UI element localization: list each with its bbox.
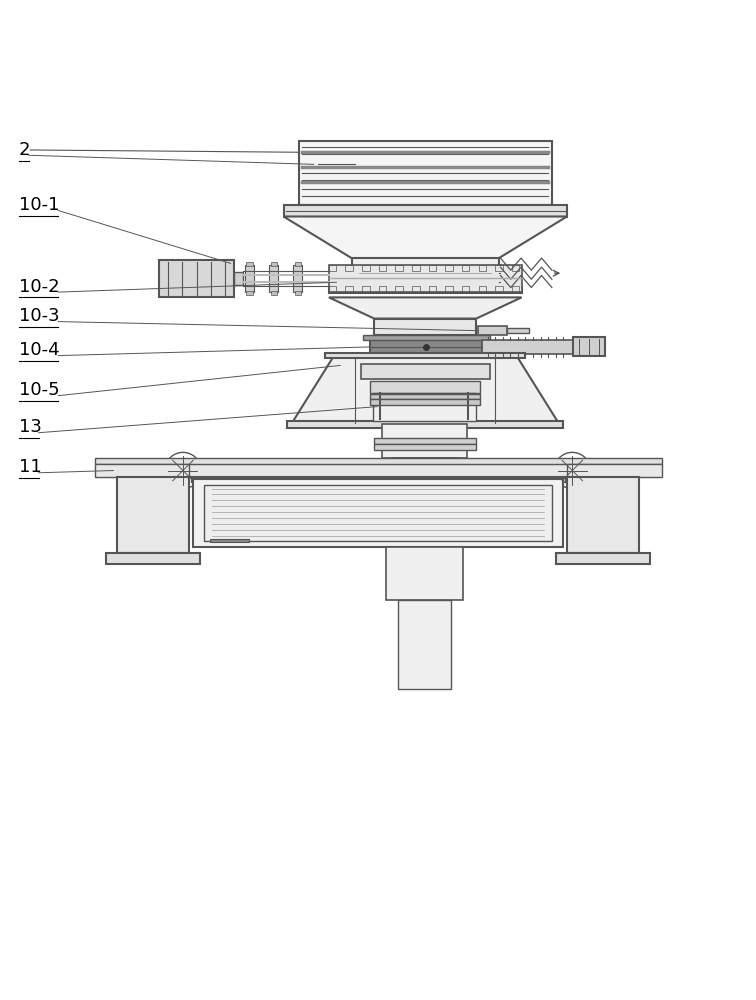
Bar — [284, 205, 567, 217]
Bar — [398, 600, 451, 689]
Bar — [445, 286, 453, 292]
Bar — [374, 319, 476, 335]
Bar — [204, 485, 552, 541]
Bar — [573, 337, 605, 356]
Bar — [445, 265, 453, 271]
Bar — [94, 464, 189, 477]
Bar — [374, 438, 476, 444]
Bar — [117, 477, 189, 553]
Bar — [210, 539, 249, 542]
Bar — [329, 287, 522, 293]
Bar — [191, 477, 565, 482]
Bar — [234, 272, 243, 285]
Bar — [382, 424, 467, 458]
Bar — [362, 265, 370, 271]
Bar — [370, 337, 482, 356]
Bar — [363, 335, 490, 340]
Bar — [370, 381, 480, 393]
Bar — [325, 353, 525, 358]
Bar — [98, 464, 658, 477]
Bar — [507, 328, 529, 333]
Bar — [412, 286, 420, 292]
Polygon shape — [291, 358, 559, 424]
Bar — [370, 394, 480, 399]
Bar — [299, 141, 552, 205]
Text: 10-5: 10-5 — [19, 381, 60, 399]
Bar — [287, 421, 563, 428]
Bar — [352, 258, 499, 288]
Bar — [106, 553, 200, 564]
Bar — [345, 286, 353, 292]
Bar — [478, 326, 507, 335]
Bar — [379, 286, 386, 292]
Bar — [567, 477, 639, 553]
Bar — [271, 262, 277, 266]
Bar — [386, 547, 463, 600]
Bar — [361, 364, 490, 379]
Text: 10-1: 10-1 — [19, 196, 60, 214]
Text: 10-2: 10-2 — [19, 278, 60, 296]
Text: 10-3: 10-3 — [19, 307, 60, 325]
Bar — [379, 265, 386, 271]
Bar — [395, 265, 403, 271]
Bar — [345, 265, 353, 271]
Text: 2: 2 — [19, 141, 30, 159]
Bar — [370, 399, 480, 405]
Bar — [479, 265, 486, 271]
Polygon shape — [329, 297, 522, 319]
Text: 13: 13 — [19, 418, 42, 436]
Bar — [271, 291, 277, 295]
Polygon shape — [284, 217, 567, 258]
Bar — [329, 265, 522, 292]
Bar — [373, 393, 476, 421]
Bar — [246, 262, 253, 266]
Bar — [329, 286, 336, 292]
Bar — [512, 265, 519, 271]
Text: 11: 11 — [19, 458, 42, 476]
Bar — [412, 265, 420, 271]
Bar — [246, 291, 253, 295]
Bar — [395, 286, 403, 292]
Bar — [495, 265, 503, 271]
Bar — [374, 444, 476, 450]
Bar — [567, 464, 662, 477]
Bar — [556, 553, 650, 564]
Bar — [94, 458, 662, 464]
Bar — [193, 479, 563, 547]
Bar — [462, 286, 469, 292]
Bar — [293, 265, 302, 292]
Bar — [482, 340, 575, 354]
Bar — [363, 354, 490, 359]
Bar — [295, 291, 301, 295]
Bar — [362, 286, 370, 292]
Bar — [479, 286, 486, 292]
Bar — [392, 458, 458, 477]
Bar — [269, 265, 278, 292]
Bar — [462, 265, 469, 271]
Bar — [329, 265, 336, 271]
Bar — [495, 286, 503, 292]
Text: 10-4: 10-4 — [19, 341, 60, 359]
Bar — [295, 262, 301, 266]
Bar — [512, 286, 519, 292]
Bar — [429, 286, 436, 292]
Bar — [245, 265, 254, 292]
Bar — [429, 265, 436, 271]
Bar — [159, 260, 234, 297]
